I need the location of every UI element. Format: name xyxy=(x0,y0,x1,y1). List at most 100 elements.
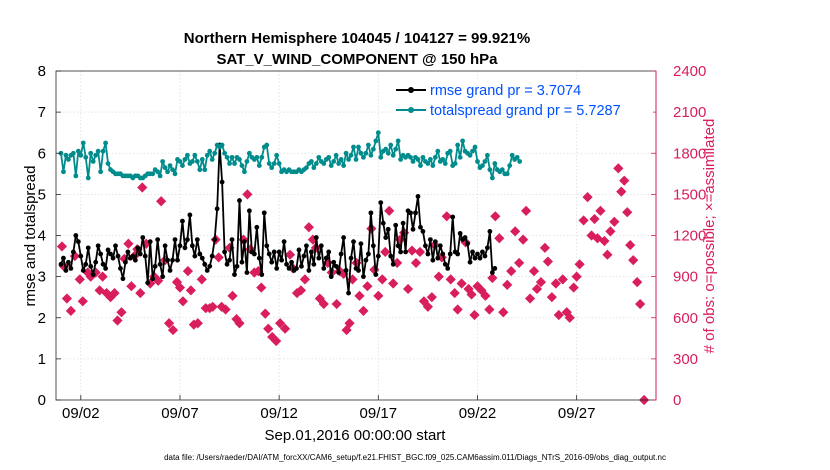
totalspread-point xyxy=(269,165,275,171)
rmse-point xyxy=(140,235,146,240)
rmse-point xyxy=(482,253,488,259)
totalspread-point xyxy=(475,159,480,164)
rmse-point xyxy=(286,266,292,271)
totalspread-point xyxy=(390,152,396,158)
totalspread-point xyxy=(351,144,356,150)
rmse-point xyxy=(185,237,190,243)
totalspread-point xyxy=(93,152,99,158)
rmse-point xyxy=(400,220,406,226)
rmse-point xyxy=(137,251,143,257)
rmse-point xyxy=(155,237,161,243)
totalspread-point xyxy=(447,148,453,154)
rmse-point xyxy=(442,261,448,267)
rmse-point xyxy=(135,245,141,251)
rmse-point xyxy=(331,259,337,265)
totalspread-point xyxy=(331,159,337,164)
totalspread-point xyxy=(85,175,91,181)
obs-assimilated-marker xyxy=(406,245,418,256)
totalspread-point xyxy=(472,144,478,150)
obs-assimilated-marker xyxy=(535,277,547,288)
totalspread-point xyxy=(341,163,347,168)
rmse-point xyxy=(301,253,307,259)
rmse-point xyxy=(125,249,131,255)
rmse-point xyxy=(123,259,128,265)
obs-assimilated-marker xyxy=(373,290,384,301)
rmse-point xyxy=(70,249,76,255)
totalspread-point xyxy=(485,152,490,158)
legend-marker-rmse xyxy=(408,87,414,93)
legend: rmse grand pr = 3.7074 totalspread grand… xyxy=(393,79,653,121)
obs-assimilated-marker xyxy=(344,318,355,329)
totalspread-point xyxy=(80,140,86,146)
obs-assimilated-marker xyxy=(260,308,271,319)
rmse-point xyxy=(269,259,275,265)
obs-assimilated-marker xyxy=(506,266,517,277)
rmse-point xyxy=(271,249,277,255)
rmse-point xyxy=(375,253,381,259)
totalspread-point xyxy=(346,157,351,162)
totalspread-point xyxy=(499,167,505,173)
obs-assimilated-marker xyxy=(514,257,525,269)
totalspread-point xyxy=(274,152,280,158)
obs-assimilated-marker xyxy=(123,238,134,249)
obs-assimilated-marker xyxy=(449,287,460,299)
rmse-point xyxy=(95,243,101,249)
obs-assimilated-marker xyxy=(426,292,437,303)
totalspread-point xyxy=(457,154,463,160)
rmse-point xyxy=(467,259,473,265)
rmse-point xyxy=(160,274,166,280)
rmse-point xyxy=(100,261,106,267)
obs-assimilated-marker xyxy=(466,289,477,300)
totalspread-point xyxy=(256,163,262,168)
rmse-point xyxy=(192,253,198,259)
obs-assimilated-marker xyxy=(571,271,582,282)
rmse-point xyxy=(93,259,99,265)
rmse-point xyxy=(266,251,272,257)
totalspread-point xyxy=(440,157,446,162)
y-tick-label-left: 4 xyxy=(38,228,46,245)
rmse-point xyxy=(440,251,446,257)
rmse-point xyxy=(311,261,317,267)
rmse-point xyxy=(165,257,170,263)
rmse-point xyxy=(244,270,250,275)
totalspread-point xyxy=(358,150,364,156)
obs-assimilated-marker xyxy=(295,285,307,296)
rmse-point xyxy=(276,249,282,255)
obs-assimilated-marker xyxy=(126,281,137,292)
obs-assimilated-marker xyxy=(388,278,399,289)
rmse-point xyxy=(373,272,379,277)
rmse-point xyxy=(162,243,168,249)
totalspread-point xyxy=(73,173,79,179)
obs-assimilated-marker xyxy=(213,252,224,263)
rmse-point xyxy=(418,224,423,230)
totalspread-point xyxy=(162,165,168,171)
obs-assimilated-marker xyxy=(469,309,480,321)
obs-assimilated-marker xyxy=(256,282,267,293)
totalspread-point xyxy=(63,152,69,158)
totalspread-point xyxy=(311,165,317,171)
totalspread-point xyxy=(95,148,101,154)
rmse-point xyxy=(157,261,163,267)
rmse-point xyxy=(222,249,227,255)
rmse-point xyxy=(415,194,421,199)
obs-assimilated-marker xyxy=(487,272,498,284)
rmse-point xyxy=(341,235,347,240)
rmse-point xyxy=(346,290,351,296)
rmse-point xyxy=(487,228,493,234)
rmse-point xyxy=(63,268,69,273)
totalspread-point xyxy=(455,142,461,148)
totalspread-point xyxy=(232,161,237,166)
rmse-point xyxy=(485,245,490,251)
totalspread-point xyxy=(197,167,203,173)
totalspread-point xyxy=(254,154,260,160)
rmse-point xyxy=(370,243,376,249)
totalspread-point xyxy=(199,157,205,162)
rmse-point xyxy=(207,263,213,269)
totalspread-point xyxy=(308,159,314,164)
rmse-point xyxy=(142,253,148,259)
rmse-point xyxy=(445,266,451,271)
rmse-point xyxy=(224,261,230,267)
y-tick-label-left: 5 xyxy=(38,186,46,203)
totalspread-point xyxy=(442,161,448,166)
